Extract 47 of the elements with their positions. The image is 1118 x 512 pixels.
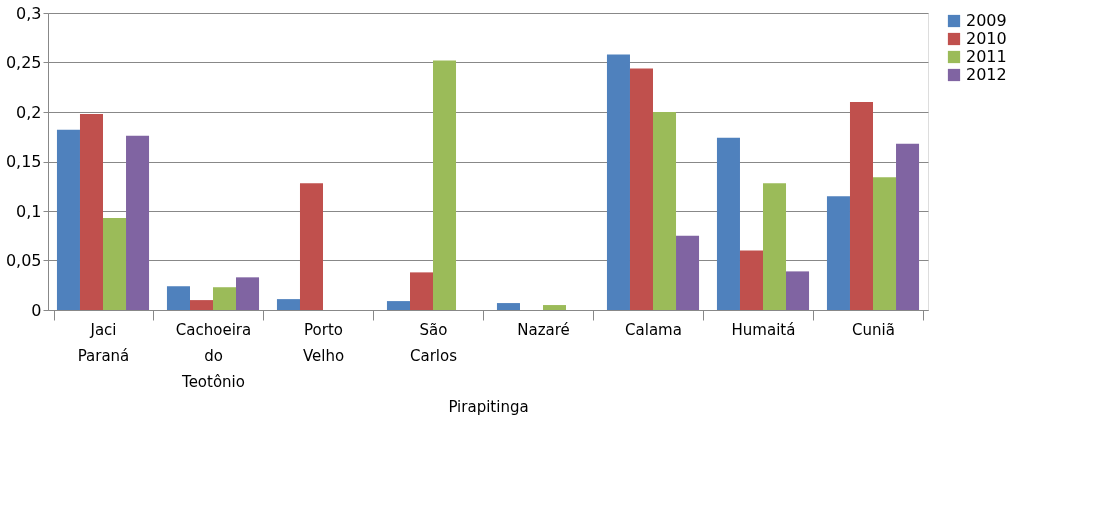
bar: [629, 68, 653, 310]
x-tick-label: Cuniã: [852, 320, 895, 339]
bar: [496, 303, 520, 310]
bar: [849, 102, 873, 310]
bar: [56, 129, 80, 310]
bar: [386, 301, 410, 310]
x-tick-label: Porto Velho: [302, 320, 345, 365]
bar: [126, 135, 150, 310]
x-tick-label: Calama: [625, 320, 682, 339]
bar: [189, 300, 213, 310]
bar: [299, 183, 323, 310]
legend-label: 2010: [966, 29, 1007, 48]
bar: [433, 60, 457, 310]
bar: [79, 113, 103, 310]
y-tick-label: 0: [31, 300, 42, 320]
bar: [409, 272, 433, 310]
bar: [826, 196, 850, 310]
bar: [896, 143, 920, 310]
bar: [606, 54, 630, 310]
bar: [786, 271, 810, 310]
bar: [763, 183, 787, 310]
bar: [213, 287, 237, 310]
bar: [676, 235, 700, 310]
y-tick-label: 0,15: [5, 152, 42, 171]
y-tick-label: 0,25: [5, 53, 42, 72]
x-tick-label: Humaitá: [731, 320, 796, 339]
bar: [543, 305, 567, 310]
y-tick-label: 0,3: [16, 3, 42, 23]
bar: [166, 286, 190, 310]
bar: [873, 177, 897, 310]
x-axis-title: Pirapitinga: [448, 397, 529, 416]
bar: [653, 112, 677, 310]
legend-label: 2011: [966, 47, 1007, 66]
y-tick-label: 0,05: [5, 251, 42, 270]
y-tick-label: 0,1: [16, 201, 42, 221]
x-tick-label: Cachoeira do Teotônio: [175, 320, 252, 391]
y-tick-label: 0,2: [16, 102, 42, 122]
bar: [276, 299, 300, 310]
bar: [236, 277, 260, 310]
x-tick-label: São Carlos: [410, 320, 458, 365]
bar: [716, 137, 740, 310]
bar: [739, 250, 763, 310]
legend-label: 2009: [966, 11, 1007, 30]
legend-label: 2012: [966, 65, 1007, 84]
x-tick-label: Jaci Paraná: [77, 320, 130, 365]
bar: [103, 217, 127, 310]
x-tick-label: Nazaré: [517, 320, 570, 339]
